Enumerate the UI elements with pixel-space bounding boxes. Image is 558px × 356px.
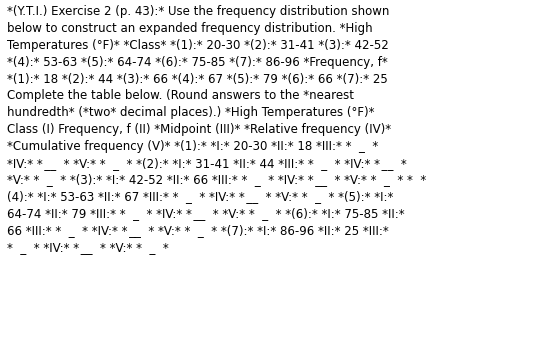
Text: *(Y.T.I.) Exercise 2 (p. 43):* Use the frequency distribution shown
below to con: *(Y.T.I.) Exercise 2 (p. 43):* Use the f… — [7, 5, 426, 253]
